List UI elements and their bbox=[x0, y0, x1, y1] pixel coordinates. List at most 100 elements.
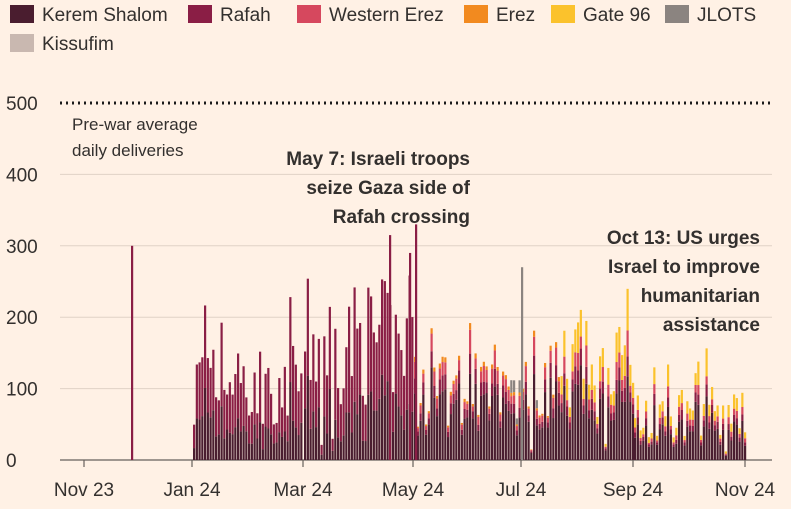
bar-segment bbox=[400, 350, 403, 416]
bar-segment bbox=[612, 419, 615, 460]
bar-segment bbox=[735, 398, 738, 411]
bar-segment bbox=[669, 434, 672, 460]
bar-segment bbox=[515, 426, 518, 431]
bar-segment bbox=[474, 368, 477, 384]
annotations: May 7: Israeli troops seize Gaza side of R… bbox=[286, 149, 760, 336]
bar-segment bbox=[571, 371, 574, 380]
bar-segment bbox=[705, 376, 708, 385]
x-tick-label: Jul 24 bbox=[496, 480, 547, 501]
bar-segment bbox=[642, 440, 645, 460]
bar-segment bbox=[610, 394, 613, 405]
bar-segment bbox=[275, 442, 278, 460]
bar-segment bbox=[449, 395, 452, 404]
bar-segment bbox=[632, 413, 635, 460]
bar-segment bbox=[463, 408, 466, 419]
bar-segment bbox=[496, 394, 499, 460]
bar-segment bbox=[588, 399, 591, 411]
bar-segment bbox=[286, 415, 289, 442]
bar-segment bbox=[204, 387, 207, 460]
bar-segment bbox=[353, 401, 356, 460]
bar-segment bbox=[661, 417, 664, 425]
bar-segment bbox=[711, 404, 714, 413]
bar-segment bbox=[485, 393, 488, 460]
bar-segment bbox=[458, 383, 461, 460]
bar-segment bbox=[549, 362, 552, 378]
bar-segment bbox=[647, 437, 650, 443]
bar-segment bbox=[491, 368, 494, 384]
bar-segment bbox=[647, 444, 650, 447]
bar-segment bbox=[411, 411, 414, 460]
bar-segment bbox=[491, 383, 494, 396]
bar-segment bbox=[596, 423, 599, 429]
bar-segment bbox=[733, 414, 736, 422]
bar-segment bbox=[744, 432, 747, 439]
bar-segment bbox=[634, 432, 637, 438]
bar-segment bbox=[323, 336, 326, 417]
bar-segment bbox=[297, 391, 300, 436]
bar-segment bbox=[419, 403, 422, 406]
bar-segment bbox=[530, 450, 533, 452]
bar-segment bbox=[270, 434, 273, 460]
bar-segment bbox=[394, 314, 397, 394]
bar-segment bbox=[345, 347, 348, 413]
annotation-line: May 7: Israeli troops bbox=[286, 149, 470, 170]
bar-segment bbox=[386, 292, 389, 382]
bar-segment bbox=[533, 336, 536, 356]
bar-segment bbox=[474, 383, 477, 460]
bar-segment bbox=[697, 385, 700, 395]
bar-segment bbox=[571, 391, 574, 460]
bar-segment bbox=[212, 349, 215, 411]
bar-segment bbox=[705, 396, 708, 460]
bar-segment bbox=[639, 444, 642, 460]
bar-segment bbox=[533, 330, 536, 337]
bar-segment bbox=[510, 392, 513, 397]
bar-segment bbox=[392, 392, 395, 432]
bar-segment bbox=[585, 366, 588, 384]
bar-segment bbox=[430, 333, 433, 352]
bar-segment bbox=[480, 371, 483, 383]
bar-segment bbox=[672, 446, 675, 460]
bar-segment bbox=[458, 360, 461, 371]
bar-segment bbox=[623, 401, 626, 460]
bar-segment bbox=[524, 366, 527, 382]
bar-segment bbox=[504, 391, 507, 404]
legend-label: JLOTS bbox=[697, 5, 756, 26]
bar-segment bbox=[626, 376, 629, 460]
bar-segment bbox=[458, 355, 461, 361]
bar-segment bbox=[686, 420, 689, 427]
bar-segment bbox=[658, 404, 661, 418]
bar-segment bbox=[555, 381, 558, 460]
bar-segment bbox=[275, 422, 278, 443]
bar-segment bbox=[623, 387, 626, 402]
bar-segment bbox=[675, 439, 678, 444]
bar-segment bbox=[647, 446, 650, 460]
bar-segment bbox=[563, 356, 566, 374]
bar-segment bbox=[345, 412, 348, 460]
bar-segment bbox=[541, 427, 544, 460]
legend-swatch bbox=[188, 5, 212, 23]
bar-segment bbox=[416, 431, 419, 436]
bar-segment bbox=[267, 367, 270, 429]
x-axis: Nov 23 Jan 24 Mar 24 May 24 Jul 24 Sep 24 Nov … bbox=[54, 460, 776, 501]
bar-segment bbox=[383, 281, 386, 396]
bar-segment bbox=[441, 356, 444, 363]
bar-segment bbox=[557, 405, 560, 460]
legend-label: Kerem Shalom bbox=[42, 5, 168, 26]
bar-segment bbox=[593, 402, 596, 412]
bar-segment bbox=[504, 375, 507, 380]
bar-segment bbox=[664, 426, 667, 432]
bar-segment bbox=[422, 382, 425, 395]
x-tick-label: Nov 23 bbox=[54, 480, 114, 501]
bar-segment bbox=[642, 434, 645, 437]
bar-segment bbox=[220, 322, 223, 407]
bar-segment bbox=[323, 416, 326, 460]
bar-segment bbox=[228, 432, 231, 460]
bar-segment bbox=[397, 333, 400, 407]
bar-segment bbox=[433, 397, 436, 460]
bar-segment bbox=[455, 390, 458, 400]
bar-segment bbox=[422, 394, 425, 460]
bar-segment bbox=[477, 424, 480, 431]
bar-segment bbox=[680, 409, 683, 420]
bar-segment bbox=[452, 403, 455, 460]
bar-segment bbox=[730, 423, 733, 432]
